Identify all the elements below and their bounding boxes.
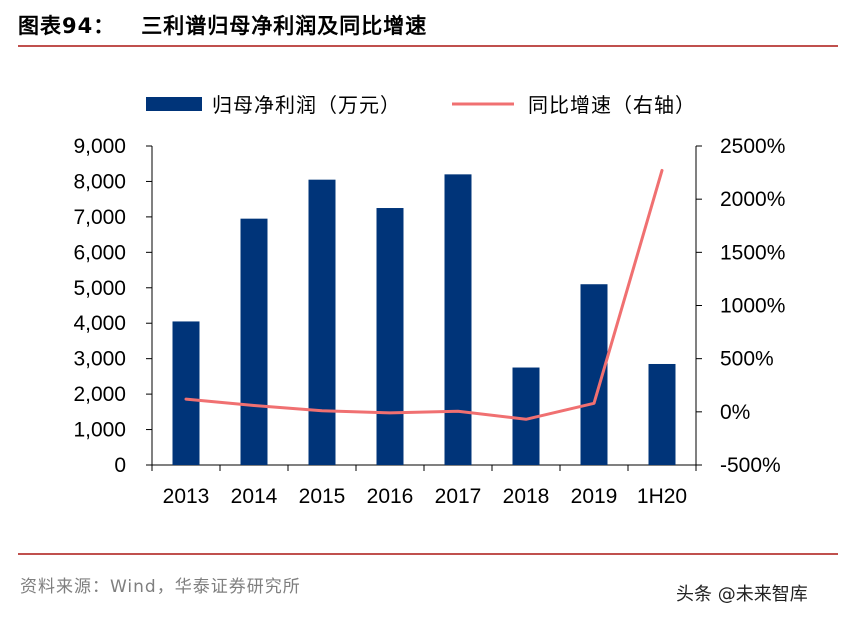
chart: 0 1,000 2,000 3,000 4,000 5,000 6,000 7,000 8,00… [73, 93, 785, 508]
y-right-tick-label: 2000% [720, 188, 785, 211]
y-left-tick-label: 4,000 [73, 312, 126, 335]
x-tick-label: 2015 [299, 485, 346, 508]
y-left-tick-label: 6,000 [73, 241, 126, 264]
legend-bar-swatch [146, 97, 202, 111]
x-tick-label: 2017 [435, 485, 482, 508]
y-left-tick-label: 9,000 [73, 135, 126, 158]
x-tick-label: 2016 [367, 485, 414, 508]
y-left-tick-label: 0 [114, 454, 126, 477]
bar [648, 363, 676, 465]
y-left-tick-label: 5,000 [73, 277, 126, 300]
legend-line-label: 同比增速（右轴） [528, 93, 696, 117]
bar [376, 208, 404, 465]
x-tick-label: 2018 [503, 485, 550, 508]
figure-title-text: 三利谱归母净利润及同比增速 [141, 14, 428, 38]
y-right-tick-label: 500% [720, 348, 774, 371]
y-left-tick-label: 1,000 [73, 419, 126, 442]
x-tick-label: 2013 [163, 485, 210, 508]
bar [172, 321, 200, 465]
bar [444, 174, 472, 465]
bar [308, 179, 336, 465]
watermark: 头条 @未来智库 [676, 584, 808, 605]
y-left-tick-label: 2,000 [73, 383, 126, 406]
x-tick-label: 1H20 [637, 485, 687, 508]
y-right-tick-label: 0% [720, 401, 750, 424]
y-left-tick-label: 3,000 [73, 348, 126, 371]
y-right-tick-label: 2500% [720, 135, 785, 158]
y-left-tick-label: 8,000 [73, 170, 126, 193]
figure-title: 图表94： 三利谱归母净利润及同比增速 [18, 10, 427, 40]
figure-label: 图表94： [18, 14, 116, 38]
y-right-tick-label: 1000% [720, 295, 785, 318]
bottom-rule [18, 553, 838, 555]
y-right-tick-label: 1500% [720, 241, 785, 264]
y-left-tick-label: 7,000 [73, 206, 126, 229]
top-rule [18, 45, 838, 47]
x-tick-label: 2014 [231, 485, 278, 508]
x-tick-label: 2019 [571, 485, 618, 508]
legend-bar-label: 归母净利润（万元） [212, 93, 401, 117]
growth-line [184, 168, 664, 421]
bar [240, 218, 268, 465]
y-right-tick-label: -500% [720, 454, 781, 477]
source-note: 资料来源：Wind，华泰证券研究所 [20, 577, 301, 597]
